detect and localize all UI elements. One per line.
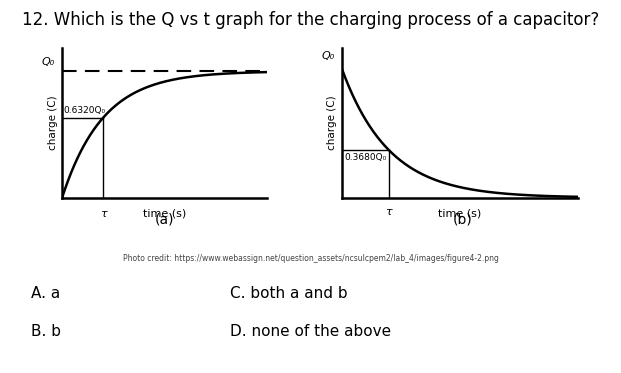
Text: D. none of the above: D. none of the above [230, 324, 391, 339]
Y-axis label: charge (C): charge (C) [327, 96, 337, 150]
Text: 0.6320Q₀: 0.6320Q₀ [64, 106, 106, 115]
Text: Photo credit: https://www.webassign.net/question_assets/ncsulcpem2/lab_4/images/: Photo credit: https://www.webassign.net/… [122, 254, 499, 263]
Text: τ: τ [100, 209, 106, 219]
Text: (b): (b) [453, 213, 473, 227]
Text: C. both a and b: C. both a and b [230, 286, 347, 301]
Y-axis label: charge (C): charge (C) [48, 96, 58, 150]
Text: Q₀: Q₀ [42, 57, 55, 68]
X-axis label: time (s): time (s) [438, 209, 481, 219]
Text: 0.3680Q₀: 0.3680Q₀ [344, 153, 386, 162]
Text: (a): (a) [155, 213, 175, 227]
Text: τ: τ [386, 207, 392, 217]
Text: A. a: A. a [31, 286, 60, 301]
Text: Q₀: Q₀ [321, 51, 335, 62]
X-axis label: time (s): time (s) [143, 209, 186, 219]
Text: B. b: B. b [31, 324, 61, 339]
Text: 12. Which is the Q vs t graph for the charging process of a capacitor?: 12. Which is the Q vs t graph for the ch… [22, 11, 599, 29]
